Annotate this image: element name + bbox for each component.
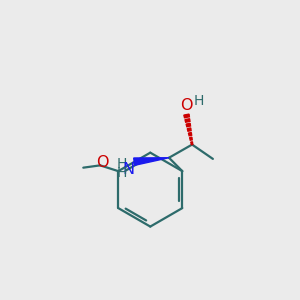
Polygon shape bbox=[186, 123, 190, 127]
Text: N: N bbox=[122, 162, 134, 177]
Polygon shape bbox=[187, 128, 191, 131]
Polygon shape bbox=[188, 133, 192, 136]
Text: H: H bbox=[194, 94, 204, 108]
Polygon shape bbox=[190, 137, 192, 140]
Text: H: H bbox=[116, 157, 127, 171]
Text: H: H bbox=[117, 167, 127, 180]
Polygon shape bbox=[191, 142, 193, 145]
Polygon shape bbox=[184, 114, 189, 118]
Text: O: O bbox=[180, 98, 192, 113]
Text: O: O bbox=[96, 155, 109, 170]
Polygon shape bbox=[185, 119, 190, 122]
Polygon shape bbox=[134, 158, 169, 165]
